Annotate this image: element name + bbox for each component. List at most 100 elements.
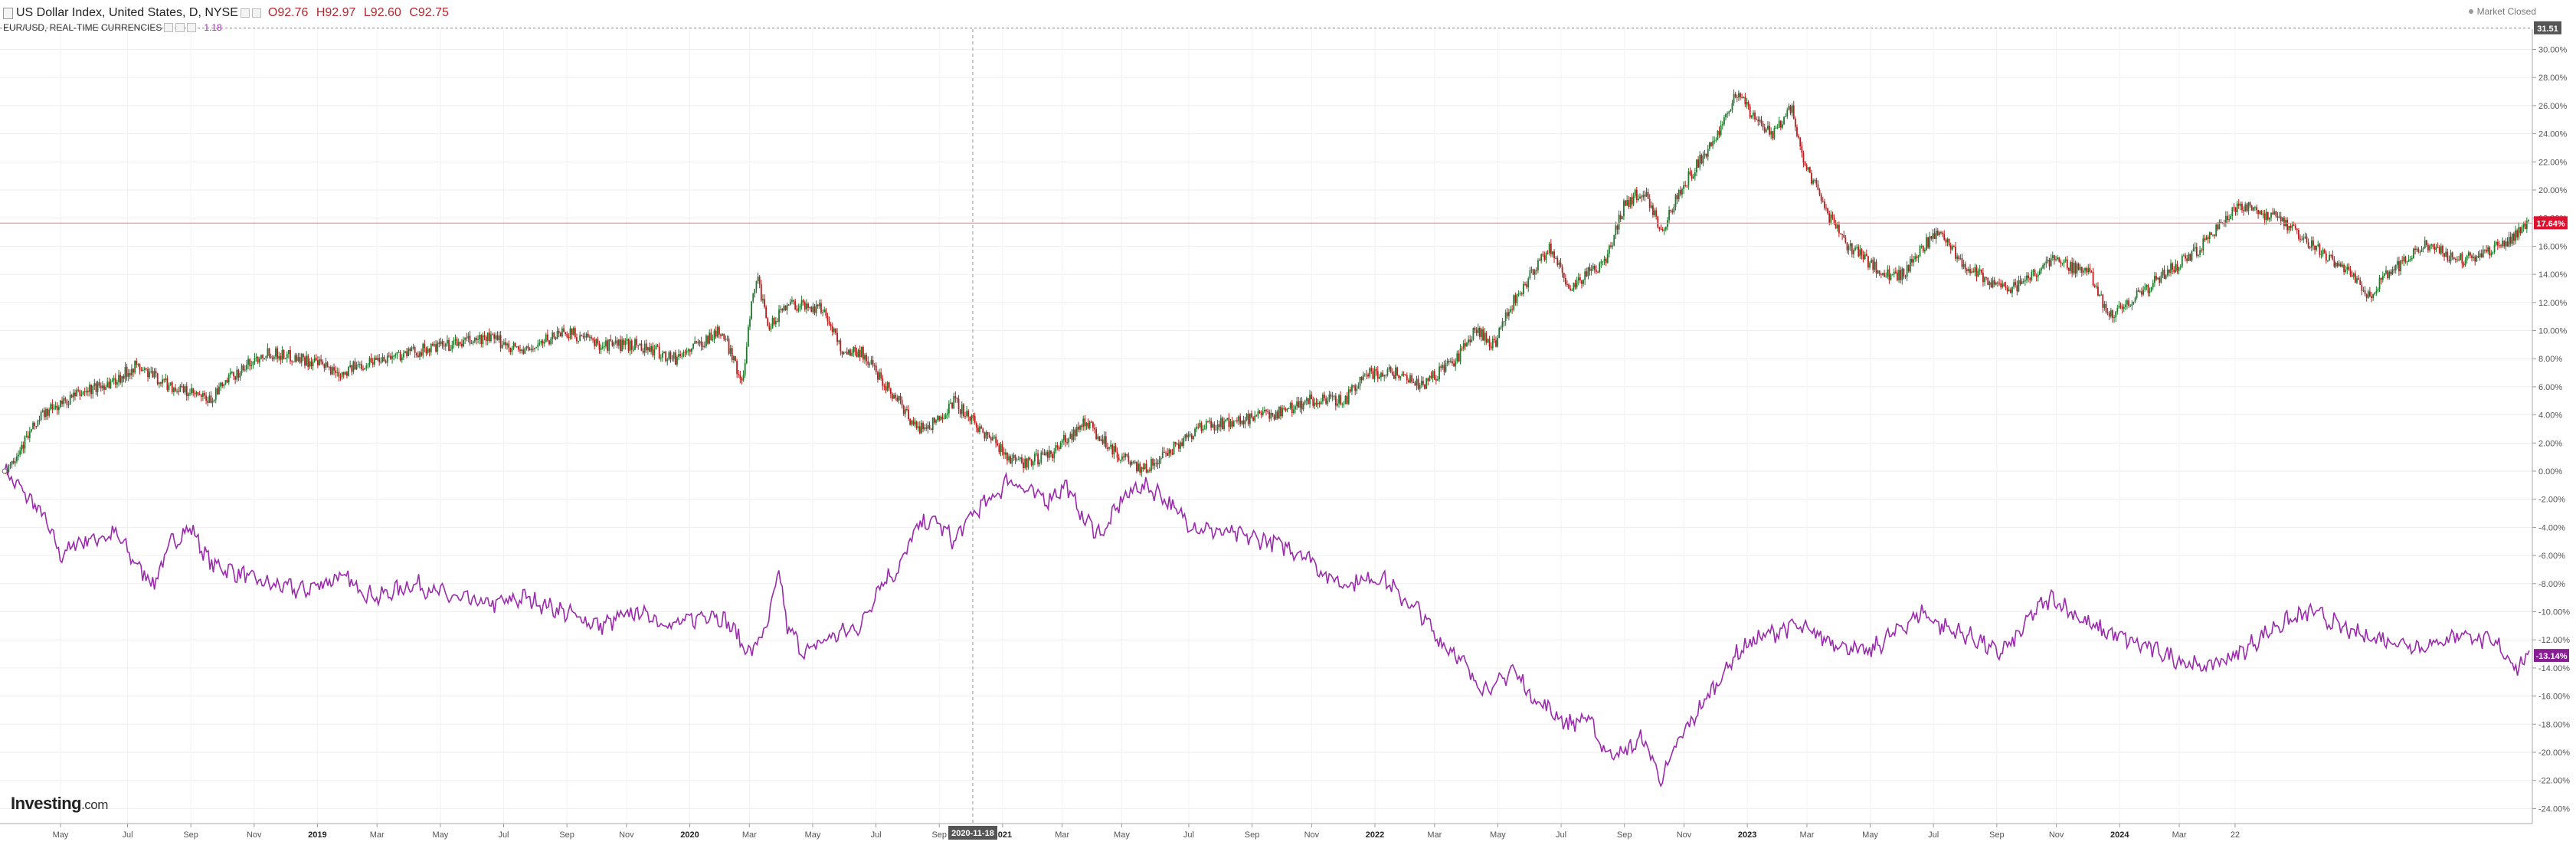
candle-body — [601, 346, 604, 349]
candle-body — [302, 354, 304, 358]
candle-body — [290, 350, 291, 362]
candle-body — [705, 336, 707, 346]
candle-body — [833, 328, 835, 332]
candle-body — [2239, 204, 2241, 206]
candle-body — [1048, 450, 1050, 458]
candle-body — [1657, 216, 1659, 228]
candle-body — [127, 373, 129, 377]
candle-body — [2482, 249, 2484, 258]
candle-body — [140, 369, 142, 372]
candle-body — [2160, 275, 2162, 283]
candle-body — [1337, 403, 1338, 406]
candle-body — [552, 332, 554, 339]
candle-body — [1916, 256, 1918, 258]
candle-body — [485, 336, 487, 341]
candle-body — [2139, 291, 2141, 293]
settings-icon[interactable] — [164, 23, 174, 32]
candle-body — [380, 362, 382, 363]
candle-body — [2398, 260, 2400, 272]
investing-logo[interactable]: Investing.com — [11, 794, 108, 814]
candle-body — [152, 371, 154, 378]
candle-body — [2503, 241, 2506, 247]
candle-body — [336, 372, 339, 373]
candle-body — [229, 372, 231, 375]
candle-body — [1673, 206, 1675, 213]
candle-body — [207, 400, 209, 403]
candle-body — [610, 339, 612, 341]
candle-body — [220, 382, 222, 387]
visibility-icon[interactable] — [175, 23, 185, 32]
collapse-icon[interactable] — [3, 7, 13, 19]
y-tick-label: 4.00% — [2538, 411, 2562, 421]
candle-body — [304, 357, 306, 366]
candle-body — [265, 355, 267, 359]
candle-body — [634, 339, 636, 350]
candle-body — [1579, 277, 1581, 280]
close-icon[interactable] — [187, 23, 197, 32]
candle-body — [1082, 418, 1085, 427]
x-tick-label: 2020 — [680, 830, 699, 840]
candle-body — [2273, 211, 2276, 215]
candle-body — [1071, 434, 1073, 441]
candle-body — [143, 368, 146, 370]
candle-body — [2205, 237, 2208, 241]
candle-body — [1354, 385, 1357, 391]
candle-body — [524, 348, 526, 354]
candle-body — [182, 386, 185, 393]
candle-body — [969, 416, 971, 421]
candle-body — [1151, 459, 1152, 471]
candle-body — [2346, 267, 2349, 270]
x-tick-label: Mar — [1427, 830, 1442, 840]
candle-body — [1296, 401, 1298, 407]
candle-body — [1289, 402, 1291, 409]
candle-body — [1542, 254, 1544, 256]
candle-body — [1466, 342, 1468, 347]
candle-body — [1023, 462, 1024, 469]
candle-body — [1988, 282, 1991, 285]
candle-body — [2080, 267, 2083, 273]
candle-body — [383, 357, 385, 362]
candle-body — [1671, 211, 1674, 213]
candle-body — [1380, 372, 1382, 378]
candle-body — [2489, 247, 2491, 256]
candle-body — [2092, 271, 2094, 286]
candle-body — [1433, 371, 1435, 379]
candle-body — [1032, 461, 1034, 466]
candle-body — [558, 331, 560, 333]
candle-body — [1024, 458, 1026, 469]
candle-body — [286, 354, 288, 359]
candle-body — [87, 391, 89, 392]
candle-body — [25, 435, 28, 437]
candle-body — [1984, 277, 1985, 283]
candle-body — [464, 337, 466, 340]
candle-body — [626, 339, 628, 341]
candle-body — [1010, 456, 1012, 464]
settings-icon[interactable] — [240, 8, 250, 18]
candle-body — [534, 348, 535, 349]
x-tick-label: Jul — [1556, 830, 1566, 840]
visibility-icon[interactable] — [251, 8, 261, 18]
candle-body — [1241, 420, 1243, 424]
candle-body — [1477, 327, 1479, 333]
candle-body — [2132, 301, 2135, 304]
candle-body — [516, 346, 518, 348]
candle-body — [2371, 296, 2372, 299]
candle-body — [1616, 225, 1619, 230]
candle-body — [1901, 268, 1903, 280]
candle-body — [2280, 216, 2282, 221]
candle-body — [156, 373, 159, 385]
candle-body — [2310, 240, 2313, 248]
candle-body — [14, 461, 16, 463]
candle-body — [2528, 219, 2529, 221]
candle-body — [611, 340, 614, 346]
candle-body — [722, 333, 723, 336]
candle-body — [1995, 282, 1997, 285]
start-point-marker — [2, 468, 8, 474]
candle-body — [341, 372, 343, 377]
candle-body — [584, 336, 586, 338]
candle-body — [406, 351, 408, 356]
candle-body — [1714, 140, 1716, 142]
candle-body — [320, 359, 322, 362]
